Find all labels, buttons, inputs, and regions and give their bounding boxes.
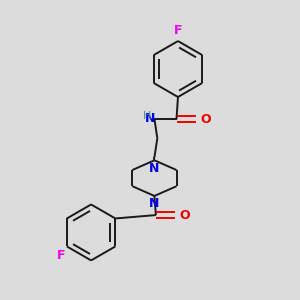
Text: O: O: [180, 208, 190, 222]
Text: N: N: [149, 162, 160, 175]
Text: O: O: [200, 112, 211, 126]
Text: F: F: [57, 249, 66, 262]
Text: H: H: [143, 110, 151, 121]
Text: F: F: [174, 24, 182, 37]
Text: N: N: [145, 112, 155, 125]
Text: N: N: [149, 197, 160, 210]
